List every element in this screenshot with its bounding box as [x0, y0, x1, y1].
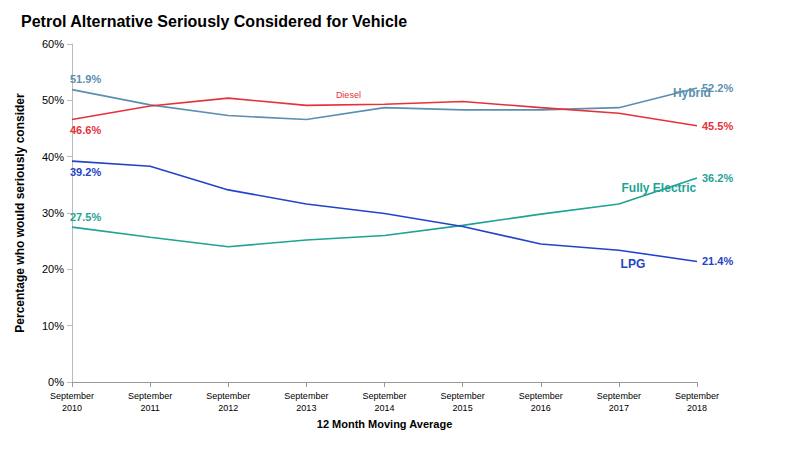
svg-text:Percentage who would seriously: Percentage who would seriously consider — [13, 93, 27, 333]
svg-text:2018: 2018 — [687, 403, 707, 413]
svg-text:September: September — [675, 391, 719, 401]
svg-text:50%: 50% — [42, 94, 64, 106]
svg-text:60%: 60% — [42, 38, 64, 50]
svg-text:LPG: LPG — [621, 257, 646, 271]
svg-text:45.5%: 45.5% — [702, 120, 733, 132]
svg-text:36.2%: 36.2% — [702, 172, 733, 184]
svg-text:40%: 40% — [42, 151, 64, 163]
svg-text:September: September — [50, 391, 94, 401]
svg-text:52.2%: 52.2% — [702, 81, 734, 94]
svg-text:46.6%: 46.6% — [70, 124, 101, 136]
svg-text:September: September — [441, 391, 485, 401]
svg-text:September: September — [362, 391, 406, 401]
svg-text:12 Month Moving Average: 12 Month Moving Average — [317, 418, 452, 430]
svg-text:2012: 2012 — [218, 403, 238, 413]
svg-text:2016: 2016 — [531, 403, 551, 413]
svg-text:20%: 20% — [42, 263, 64, 275]
svg-text:Hybrid: Hybrid — [673, 86, 711, 100]
svg-text:September: September — [519, 391, 563, 401]
svg-text:September: September — [597, 391, 641, 401]
svg-text:21.4%: 21.4% — [702, 255, 733, 267]
svg-text:2014: 2014 — [374, 403, 394, 413]
svg-text:10%: 10% — [42, 320, 64, 332]
svg-text:2011: 2011 — [140, 403, 159, 413]
svg-text:39.2%: 39.2% — [70, 166, 101, 178]
svg-text:27.5%: 27.5% — [70, 211, 101, 223]
svg-text:September: September — [128, 391, 172, 401]
svg-text:Diesel: Diesel — [336, 90, 361, 100]
svg-text:2010: 2010 — [62, 403, 82, 413]
svg-text:2017: 2017 — [609, 403, 629, 413]
svg-text:Petrol Alternative Seriously C: Petrol Alternative Seriously Considered … — [21, 13, 407, 30]
svg-text:51.9%: 51.9% — [70, 73, 101, 85]
svg-text:September: September — [284, 391, 328, 401]
svg-text:2015: 2015 — [453, 403, 473, 413]
svg-text:September: September — [206, 391, 250, 401]
svg-text:0%: 0% — [48, 376, 64, 388]
svg-text:2013: 2013 — [296, 403, 316, 413]
svg-text:30%: 30% — [42, 207, 64, 219]
svg-text:Fully Electric: Fully Electric — [622, 181, 697, 195]
